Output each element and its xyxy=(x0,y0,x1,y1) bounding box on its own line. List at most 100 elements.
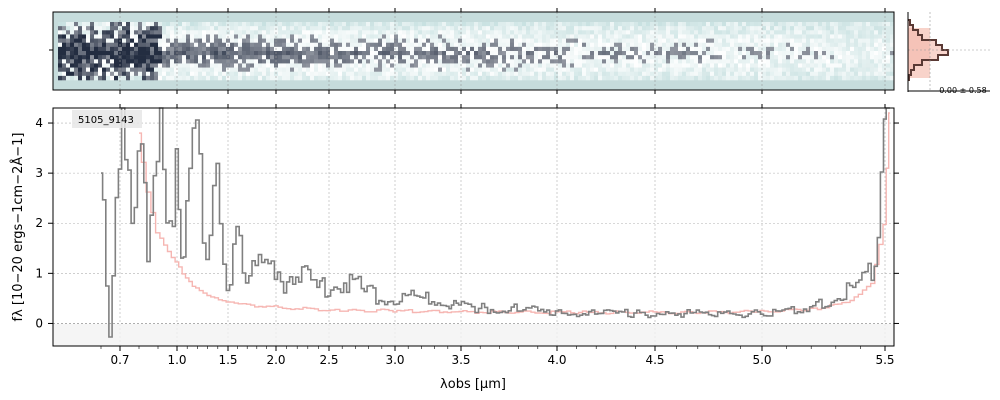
y-tick-label: 2 xyxy=(35,216,43,230)
heatmap-cell xyxy=(86,26,90,31)
heatmap-cell xyxy=(682,22,686,27)
heatmap-cell xyxy=(750,30,754,35)
heatmap-cell xyxy=(794,71,798,77)
heatmap-cell xyxy=(198,59,202,64)
heatmap-cell xyxy=(430,51,434,56)
heatmap-cell xyxy=(682,46,686,52)
heatmap-cell xyxy=(650,38,654,44)
heatmap-cell xyxy=(778,42,782,48)
heatmap-cell xyxy=(770,71,774,77)
heatmap-cell xyxy=(862,67,866,73)
heatmap-cell xyxy=(842,67,846,73)
heatmap-cell xyxy=(674,34,678,39)
heatmap-cell xyxy=(466,63,470,68)
heatmap-cell xyxy=(878,63,882,68)
heatmap-cell xyxy=(374,55,378,60)
spectrum-2d-pixels xyxy=(58,22,894,81)
heatmap-cell xyxy=(250,46,254,52)
heatmap-cell xyxy=(326,59,330,64)
heatmap-cell xyxy=(622,42,626,48)
histogram-bar xyxy=(908,25,913,30)
heatmap-cell xyxy=(458,71,462,77)
heatmap-cell xyxy=(374,46,378,52)
heatmap-cell xyxy=(702,30,706,35)
heatmap-cell xyxy=(258,30,262,35)
heatmap-cell xyxy=(810,22,814,27)
heatmap-cell xyxy=(382,38,386,44)
heatmap-cell xyxy=(82,59,86,64)
heatmap-cell xyxy=(498,59,502,64)
heatmap-cell xyxy=(66,71,70,77)
heatmap-cell xyxy=(194,26,198,31)
heatmap-cell xyxy=(322,71,326,77)
heatmap-cell xyxy=(818,26,822,31)
histogram-bar xyxy=(908,40,936,45)
heatmap-cell xyxy=(78,71,82,77)
heatmap-cell xyxy=(298,55,302,60)
heatmap-cell xyxy=(442,42,446,48)
heatmap-cell xyxy=(122,75,126,81)
heatmap-cell xyxy=(802,67,806,73)
heatmap-cell xyxy=(78,26,82,31)
heatmap-cell xyxy=(546,38,550,44)
heatmap-cell xyxy=(374,30,378,35)
heatmap-cell xyxy=(130,22,134,27)
heatmap-cell xyxy=(794,30,798,35)
heatmap-cell xyxy=(82,55,86,60)
heatmap-cell xyxy=(654,75,658,81)
heatmap-cell xyxy=(826,51,830,56)
heatmap-cell xyxy=(290,22,294,27)
heatmap-cell xyxy=(114,63,118,68)
heatmap-cell xyxy=(822,67,826,73)
heatmap-cell xyxy=(486,38,490,44)
heatmap-cell xyxy=(886,51,890,56)
heatmap-cell xyxy=(106,26,110,31)
heatmap-cell xyxy=(218,59,222,64)
heatmap-cell xyxy=(282,63,286,68)
heatmap-cell xyxy=(154,42,158,48)
heatmap-cell xyxy=(490,38,494,44)
heatmap-cell xyxy=(194,55,198,60)
heatmap-cell xyxy=(154,46,158,52)
heatmap-cell xyxy=(230,26,234,31)
heatmap-cell xyxy=(530,55,534,60)
heatmap-cell xyxy=(362,46,366,52)
heatmap-cell xyxy=(706,42,710,48)
heatmap-cell xyxy=(446,26,450,31)
heatmap-cell xyxy=(866,63,870,68)
heatmap-cell xyxy=(258,26,262,31)
heatmap-cell xyxy=(470,63,474,68)
heatmap-cell xyxy=(862,75,866,81)
heatmap-cell xyxy=(838,26,842,31)
heatmap-cell xyxy=(142,59,146,64)
heatmap-cell xyxy=(126,55,130,60)
heatmap-cell xyxy=(854,26,858,31)
heatmap-cell xyxy=(126,59,130,64)
heatmap-cell xyxy=(538,51,542,56)
heatmap-cell xyxy=(686,59,690,64)
heatmap-cell xyxy=(574,75,578,81)
heatmap-cell xyxy=(126,67,130,73)
heatmap-cell xyxy=(58,67,62,73)
heatmap-cell xyxy=(570,38,574,44)
heatmap-cell xyxy=(186,59,190,64)
heatmap-cell xyxy=(534,30,538,35)
heatmap-cell xyxy=(178,46,182,52)
heatmap-cell xyxy=(426,59,430,64)
heatmap-cell xyxy=(518,42,522,48)
heatmap-cell xyxy=(682,42,686,48)
heatmap-cell xyxy=(718,30,722,35)
heatmap-cell xyxy=(774,71,778,77)
heatmap-cell xyxy=(486,22,490,27)
heatmap-cell xyxy=(798,51,802,56)
heatmap-cell xyxy=(610,34,614,39)
heatmap-cell xyxy=(98,71,102,77)
heatmap-cell xyxy=(350,26,354,31)
x-tick-label: 5.5 xyxy=(875,353,894,367)
heatmap-cell xyxy=(774,67,778,73)
heatmap-cell xyxy=(826,34,830,39)
heatmap-cell xyxy=(146,38,150,44)
heatmap-cell xyxy=(114,34,118,39)
heatmap-cell xyxy=(278,22,282,27)
heatmap-cell xyxy=(170,63,174,68)
